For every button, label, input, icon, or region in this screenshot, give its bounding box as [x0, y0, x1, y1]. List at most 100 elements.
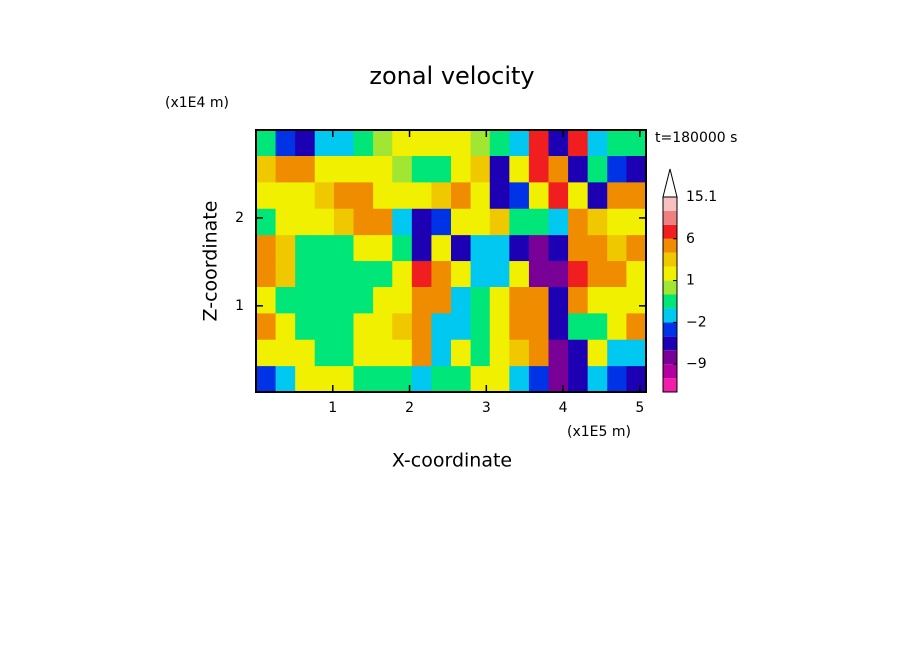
cell [509, 130, 530, 156]
cell [373, 181, 393, 209]
cell [256, 286, 277, 314]
cell [373, 130, 393, 156]
cell [431, 130, 452, 156]
cell [295, 234, 316, 262]
cell [528, 130, 549, 156]
cell [548, 208, 569, 236]
x-axis-label: X-coordinate [392, 450, 512, 472]
cell [295, 339, 316, 367]
cell [607, 312, 627, 340]
colorbar-label: 15.1 [686, 189, 717, 205]
cell [470, 234, 491, 262]
cell [607, 365, 627, 393]
cell [489, 286, 510, 314]
colorbar-label: 1 [686, 273, 695, 289]
cell [295, 312, 316, 340]
y-tick-label: 2 [235, 210, 244, 226]
cell [528, 260, 549, 287]
cell [470, 286, 491, 314]
plot-frame [255, 129, 647, 393]
cell [256, 365, 277, 393]
cell [470, 208, 491, 236]
x-tick-label: 4 [559, 400, 568, 416]
cell [431, 260, 452, 287]
cell [431, 312, 452, 340]
cell [411, 312, 432, 340]
cell [548, 365, 569, 393]
cell [295, 155, 316, 183]
cell [451, 234, 472, 262]
cell [451, 260, 472, 287]
cell [295, 208, 316, 236]
cell [314, 260, 335, 287]
cell [470, 181, 491, 209]
cell [568, 234, 589, 262]
cell [333, 339, 354, 367]
cell [470, 339, 491, 367]
x-unit: (x1E5 m) [567, 424, 631, 440]
cell [528, 339, 549, 367]
cell [587, 260, 608, 287]
cell [411, 260, 432, 287]
y-unit: (x1E4 m) [165, 95, 229, 111]
cell [568, 155, 589, 183]
cell [392, 312, 413, 340]
y-axis-label: Z-coordinate [200, 201, 222, 322]
cell [314, 339, 335, 367]
cell [470, 260, 491, 287]
cell [451, 130, 472, 156]
cell [548, 130, 569, 156]
cell [489, 130, 510, 156]
cell [275, 208, 296, 236]
cell [451, 155, 472, 183]
cell [295, 130, 316, 156]
x-tick-label: 3 [482, 400, 491, 416]
colorbar-band [663, 322, 677, 337]
cell [509, 208, 530, 236]
cell [431, 155, 452, 183]
cell [626, 130, 647, 156]
cell [568, 208, 589, 236]
cell [411, 181, 432, 209]
cell [509, 155, 530, 183]
colorbar-band [663, 336, 677, 351]
cell [353, 234, 374, 262]
cell [314, 234, 335, 262]
cell [333, 365, 354, 393]
cell [489, 234, 510, 262]
cell [256, 234, 277, 262]
cell [256, 208, 277, 236]
cell [626, 260, 647, 287]
colorbar-arrow [662, 168, 678, 198]
cell [314, 181, 335, 209]
cell [548, 286, 569, 314]
cell [392, 365, 413, 393]
y-tick-label: 1 [235, 298, 244, 314]
cell [353, 286, 374, 314]
cell [295, 365, 316, 393]
cell [587, 208, 608, 236]
colorbar-label: −9 [686, 356, 707, 372]
cell [353, 155, 374, 183]
colorbar-band [663, 350, 677, 365]
cell [568, 181, 589, 209]
cell [470, 155, 491, 183]
cell [392, 155, 413, 183]
cell [626, 208, 647, 236]
cell [568, 286, 589, 314]
cell [587, 181, 608, 209]
cell [509, 339, 530, 367]
cell [568, 130, 589, 156]
cell [470, 365, 491, 393]
cell [489, 181, 510, 209]
cell [373, 365, 393, 393]
cell [607, 130, 627, 156]
cell [431, 181, 452, 209]
colorbar-band [663, 224, 677, 239]
cell [295, 286, 316, 314]
cell [333, 312, 354, 340]
cell [548, 155, 569, 183]
field [256, 130, 647, 393]
cell [353, 208, 374, 236]
